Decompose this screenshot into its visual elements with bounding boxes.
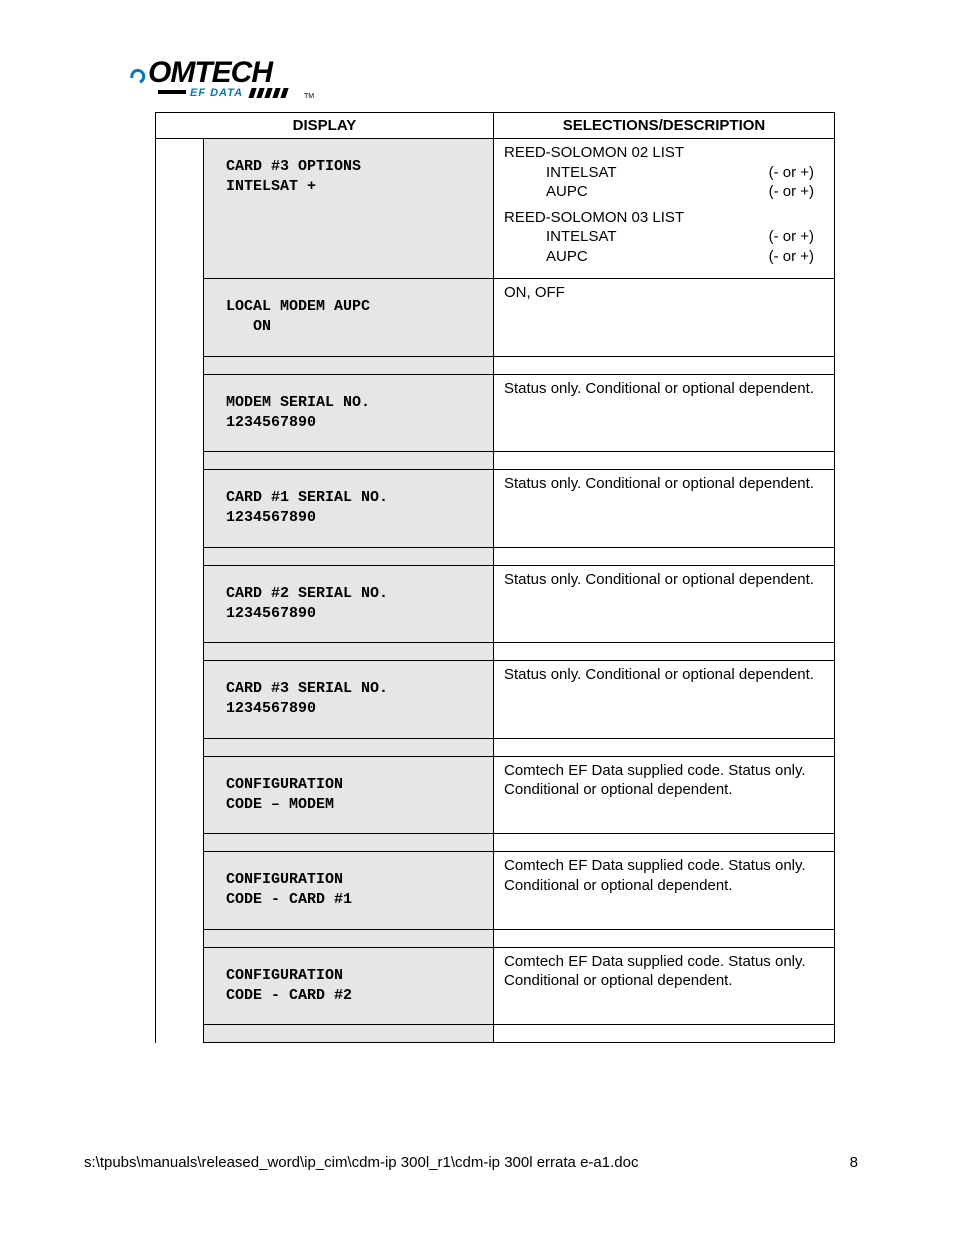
display-text: CONFIGURATION CODE - CARD #1 — [226, 870, 475, 911]
desc-cell: ON, OFF — [494, 279, 835, 357]
display-text: CARD #2 SERIAL NO. 1234567890 — [226, 584, 475, 625]
desc-cell: Comtech EF Data supplied code. Status on… — [494, 852, 835, 930]
rs-opt-sel: (- or +) — [769, 247, 814, 267]
rs-title: REED-SOLOMON 02 LIST — [504, 143, 824, 163]
rs-opt-sel: (- or +) — [769, 163, 814, 183]
desc-cell: Status only. Conditional or optional dep… — [494, 470, 835, 548]
table-row: CARD #3 OPTIONS INTELSAT + REED-SOLOMON … — [156, 139, 835, 279]
svg-text:TM: TM — [304, 93, 314, 100]
table-row: CARD #1 SERIAL NO. 1234567890 Status onl… — [156, 470, 835, 548]
display-selections-table: DISPLAY SELECTIONS/DESCRIPTION CARD #3 O… — [155, 112, 835, 1043]
desc-cell: Status only. Conditional or optional dep… — [494, 374, 835, 452]
header-display: DISPLAY — [156, 113, 494, 139]
desc-cell: Comtech EF Data supplied code. Status on… — [494, 947, 835, 1025]
display-text: CONFIGURATION CODE - CARD #2 — [226, 966, 475, 1007]
svg-text:EF DATA: EF DATA — [190, 87, 243, 99]
comtech-logo: OMTECH EF DATA TM — [114, 50, 844, 104]
table-row: CONFIGURATION CODE - CARD #1 Comtech EF … — [156, 852, 835, 930]
footer-page-number: 8 — [850, 1154, 858, 1171]
rs-opt-label: AUPC — [546, 247, 588, 267]
table-row: LOCAL MODEM AUPC ON ON, OFF — [156, 279, 835, 357]
desc-cell: Status only. Conditional or optional dep… — [494, 565, 835, 643]
rs-opt-sel: (- or +) — [769, 227, 814, 247]
rs-opt-sel: (- or +) — [769, 182, 814, 202]
table-row: MODEM SERIAL NO. 1234567890 Status only.… — [156, 374, 835, 452]
rs-opt-label: INTELSAT — [546, 163, 617, 183]
footer-path: s:\tpubs\manuals\released_word\ip_cim\cd… — [84, 1154, 638, 1171]
display-text: CONFIGURATION CODE – MODEM — [226, 775, 475, 816]
table-row: CONFIGURATION CODE – MODEM Comtech EF Da… — [156, 756, 835, 834]
display-text: CARD #3 OPTIONS INTELSAT + — [226, 157, 475, 198]
display-text: CARD #1 SERIAL NO. 1234567890 — [226, 488, 475, 529]
table-row: CONFIGURATION CODE - CARD #2 Comtech EF … — [156, 947, 835, 1025]
table-row: CARD #3 SERIAL NO. 1234567890 Status onl… — [156, 661, 835, 739]
rs-opt-label: INTELSAT — [546, 227, 617, 247]
page-footer: s:\tpubs\manuals\released_word\ip_cim\cd… — [84, 1154, 858, 1171]
desc-cell: Comtech EF Data supplied code. Status on… — [494, 756, 835, 834]
table-row: CARD #2 SERIAL NO. 1234567890 Status onl… — [156, 565, 835, 643]
svg-text:OMTECH: OMTECH — [148, 56, 274, 89]
display-text: CARD #3 SERIAL NO. 1234567890 — [226, 679, 475, 720]
desc-cell: Status only. Conditional or optional dep… — [494, 661, 835, 739]
desc-cell: REED-SOLOMON 02 LIST INTELSAT (- or +) AU… — [494, 139, 835, 279]
display-text: LOCAL MODEM AUPC ON — [226, 297, 475, 338]
display-text: MODEM SERIAL NO. 1234567890 — [226, 393, 475, 434]
rs-title: REED-SOLOMON 03 LIST — [504, 208, 824, 228]
rs-opt-label: AUPC — [546, 182, 588, 202]
header-selections: SELECTIONS/DESCRIPTION — [494, 113, 835, 139]
